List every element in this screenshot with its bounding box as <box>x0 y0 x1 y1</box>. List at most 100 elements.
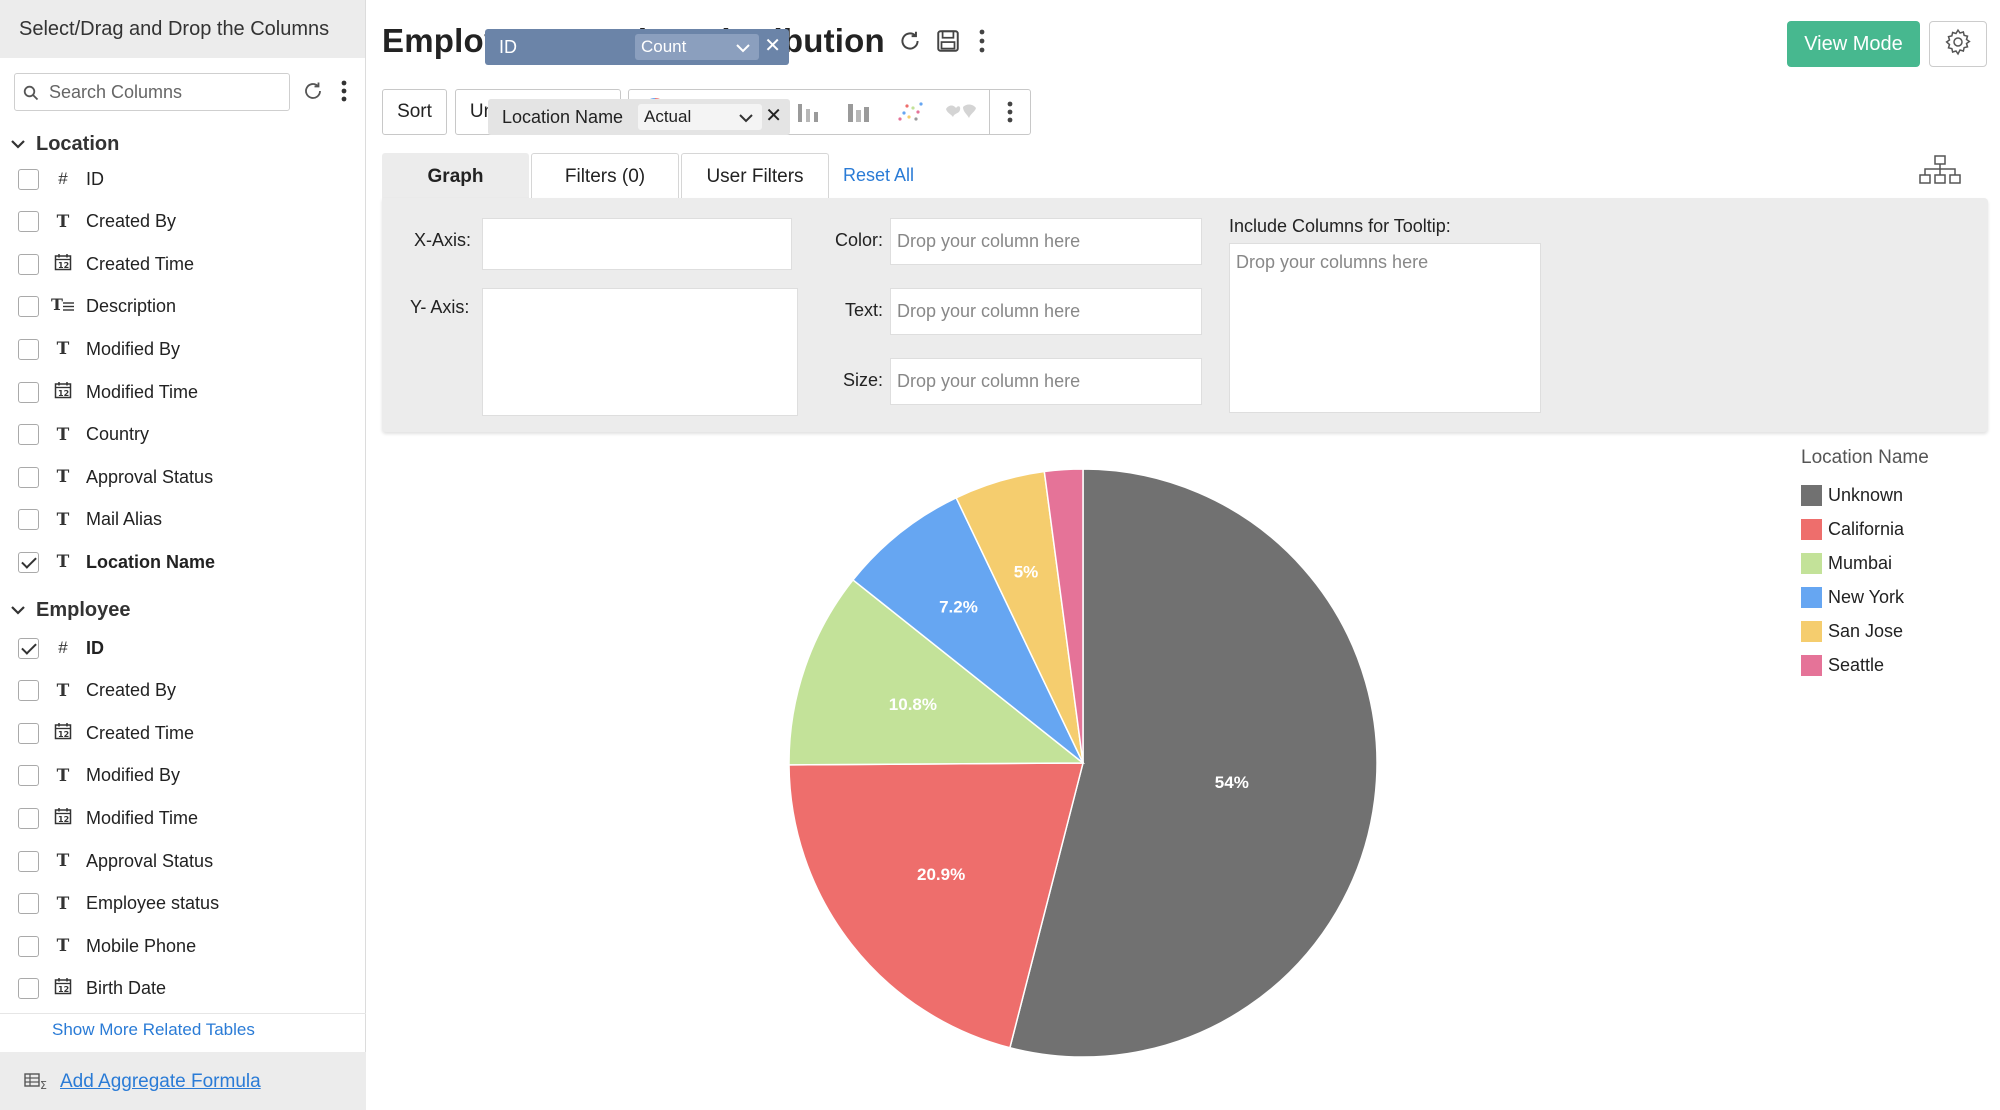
tab-graph[interactable]: Graph <box>382 153 529 199</box>
y-axis-pill[interactable]: Location Name Actual ✕ <box>488 99 790 135</box>
column-item[interactable]: 12 Modified Time <box>18 803 348 833</box>
column-item[interactable]: T Created By <box>18 207 348 237</box>
column-checkbox[interactable] <box>18 338 39 360</box>
column-checkbox[interactable] <box>18 168 39 190</box>
save-icon[interactable] <box>935 28 961 59</box>
column-checkbox[interactable] <box>18 211 39 233</box>
more-charts-icon[interactable] <box>990 90 1030 134</box>
column-checkbox[interactable] <box>18 424 39 446</box>
pie-slice-unknown[interactable] <box>1008 468 1378 1058</box>
column-checkbox[interactable] <box>18 551 39 573</box>
sidebar-header: Select/Drag and Drop the Columns <box>0 0 365 58</box>
close-icon[interactable]: ✕ <box>764 35 781 57</box>
legend-item[interactable]: Unknown <box>1801 483 1903 507</box>
legend-item[interactable]: Seattle <box>1801 653 1884 677</box>
column-label: Created By <box>86 211 177 232</box>
column-checkbox[interactable] <box>18 680 39 702</box>
add-aggregate-formula-link[interactable]: Add Aggregate Formula <box>60 1071 261 1092</box>
svg-text:Σ: Σ <box>40 1079 47 1091</box>
toolbar-divider <box>989 90 990 134</box>
column-item[interactable]: T Approval Status <box>18 846 348 876</box>
column-item[interactable]: # ID <box>18 633 348 663</box>
refresh-icon[interactable] <box>301 79 325 108</box>
color-dropzone[interactable]: Drop your column here <box>890 218 1202 265</box>
tooltip-dropzone[interactable]: Drop your columns here <box>1229 243 1541 413</box>
legend-item[interactable]: California <box>1801 517 1904 541</box>
column-item[interactable]: T Mail Alias <box>18 505 348 535</box>
column-checkbox[interactable] <box>18 893 39 915</box>
column-checkbox[interactable] <box>18 296 39 318</box>
view-mode-button[interactable]: View Mode <box>1787 21 1920 67</box>
column-item[interactable]: T Mobile Phone <box>18 931 348 961</box>
column-checkbox[interactable] <box>18 381 39 403</box>
column-item[interactable]: T Approval Status <box>18 462 348 492</box>
legend-item[interactable]: Mumbai <box>1801 551 1892 575</box>
date-type-icon: 12 <box>50 722 76 745</box>
column-item[interactable]: 12 Modified Time <box>18 377 348 407</box>
column-item[interactable]: 12 Created Time <box>18 249 348 279</box>
y-aggregation-select[interactable]: Actual <box>638 104 762 130</box>
pie-slice-new-york[interactable] <box>851 496 1084 764</box>
sort-button[interactable]: Sort <box>382 89 447 135</box>
legend-item[interactable]: New York <box>1801 585 1904 609</box>
more-options-icon[interactable] <box>978 28 986 59</box>
show-more-link[interactable]: Show More Related Tables <box>0 1013 366 1053</box>
tab-filters[interactable]: Filters (0) <box>531 153 679 199</box>
close-icon[interactable]: ✕ <box>765 105 782 127</box>
column-item[interactable]: 12 Created Time <box>18 718 348 748</box>
slice-label: 10.8% <box>889 695 937 714</box>
search-box[interactable] <box>14 73 290 111</box>
x-axis-pill[interactable]: ID Count ✕ <box>485 29 789 65</box>
search-input[interactable] <box>49 78 285 106</box>
pie-slice-california[interactable] <box>788 762 1084 1049</box>
multiline-text-type-icon: T <box>50 295 76 318</box>
section-header-employee[interactable]: Employee <box>10 595 130 625</box>
hierarchy-icon[interactable] <box>1919 155 1961 190</box>
section-header-location[interactable]: Location <box>10 129 119 159</box>
refresh-icon[interactable] <box>897 28 923 59</box>
scatter-icon[interactable] <box>884 90 935 134</box>
column-checkbox[interactable] <box>18 466 39 488</box>
pie-slice-seattle[interactable] <box>1043 468 1084 764</box>
column-item[interactable]: T Modified By <box>18 761 348 791</box>
column-label: ID <box>86 637 104 658</box>
legend-label: California <box>1828 518 1905 539</box>
column-checkbox[interactable] <box>18 807 39 829</box>
column-checkbox[interactable] <box>18 850 39 872</box>
pie-chart: 54% 20.9% 10.8% 7.2% 5% <box>788 468 1378 1058</box>
size-dropzone[interactable]: Drop your column here <box>890 358 1202 405</box>
legend-label: New York <box>1828 586 1905 607</box>
tab-user-filters[interactable]: User Filters <box>681 153 829 199</box>
stacked-bar-icon[interactable] <box>782 90 833 134</box>
column-checkbox[interactable] <box>18 765 39 787</box>
column-label: Modified By <box>86 338 181 359</box>
text-dropzone[interactable]: Drop your column here <box>890 288 1202 335</box>
y-axis-dropzone[interactable] <box>482 288 798 416</box>
column-chart-icon[interactable] <box>833 90 884 134</box>
column-checkbox[interactable] <box>18 253 39 275</box>
column-item[interactable]: T Country <box>18 420 348 450</box>
column-item[interactable]: 12 Birth Date <box>18 974 348 1004</box>
column-item[interactable]: # ID <box>18 164 348 194</box>
map-icon[interactable] <box>935 90 986 134</box>
column-checkbox[interactable] <box>18 935 39 957</box>
x-aggregation-select[interactable]: Count <box>635 34 759 60</box>
settings-button[interactable] <box>1929 21 1987 67</box>
pie-slice-mumbai[interactable] <box>788 578 1086 766</box>
column-checkbox[interactable] <box>18 637 39 659</box>
x-axis-dropzone[interactable] <box>482 218 792 270</box>
column-checkbox[interactable] <box>18 978 39 1000</box>
column-checkbox[interactable] <box>18 509 39 531</box>
text-type-icon: T <box>56 680 70 701</box>
column-item[interactable]: T Employee status <box>18 889 348 919</box>
y-axis-column: Location Name <box>502 107 624 127</box>
column-label: Approval Status <box>86 850 214 871</box>
more-options-icon[interactable] <box>340 79 348 108</box>
column-item[interactable]: T Location Name <box>18 547 348 577</box>
column-item[interactable]: T Description <box>18 292 348 322</box>
column-checkbox[interactable] <box>18 722 39 744</box>
column-item[interactable]: T Modified By <box>18 334 348 364</box>
legend-item[interactable]: San Jose <box>1801 619 1903 643</box>
column-item[interactable]: T Created By <box>18 676 348 706</box>
reset-all-link[interactable]: Reset All <box>843 165 915 185</box>
